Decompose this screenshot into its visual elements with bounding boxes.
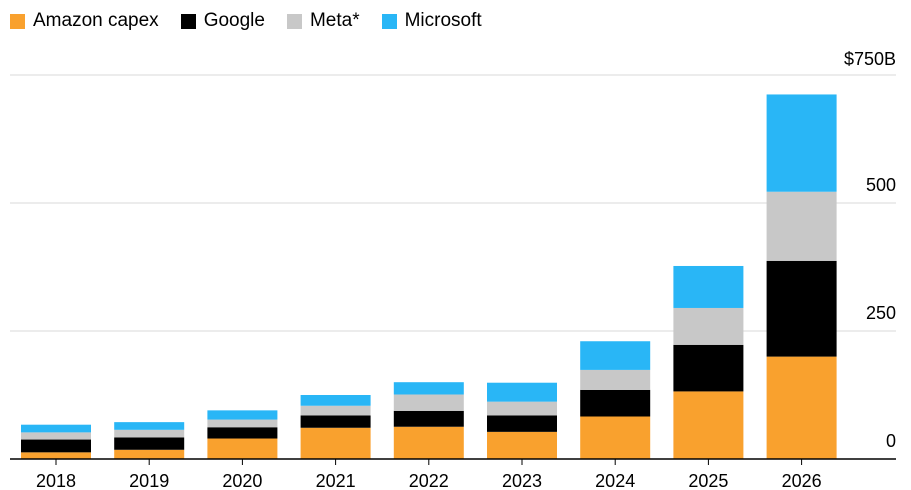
bar-segment bbox=[580, 389, 651, 417]
legend-item: Amazon capex bbox=[10, 8, 159, 34]
bar-segment bbox=[580, 416, 651, 459]
bar-segment bbox=[114, 422, 185, 430]
bar-segment bbox=[673, 344, 744, 392]
y-tick-label: 0 bbox=[886, 431, 896, 451]
chart-legend: Amazon capex Google Meta* Microsoft bbox=[10, 8, 504, 34]
legend-item: Microsoft bbox=[381, 8, 482, 34]
bar-segment bbox=[487, 401, 557, 416]
bar-segment bbox=[766, 356, 837, 459]
x-tick-label: 2025 bbox=[688, 471, 728, 490]
bar-segment bbox=[300, 395, 371, 406]
bar-segment bbox=[21, 424, 91, 433]
bar-segment bbox=[580, 369, 651, 390]
bar-segment bbox=[300, 427, 371, 459]
bar-segment bbox=[300, 405, 371, 416]
legend-swatch bbox=[286, 13, 302, 29]
bar-segment bbox=[580, 341, 651, 370]
bar-segment bbox=[766, 260, 837, 357]
bar-segment bbox=[393, 394, 464, 411]
legend-label: Microsoft bbox=[404, 10, 482, 31]
bar-segment bbox=[21, 452, 91, 459]
bar-segment bbox=[207, 427, 278, 439]
legend-label: Meta* bbox=[309, 10, 360, 31]
x-tick-label: 2026 bbox=[782, 471, 822, 490]
bar-segment bbox=[207, 438, 278, 459]
bar-segment bbox=[114, 429, 185, 438]
bar-segment bbox=[393, 426, 464, 459]
bar-segment bbox=[673, 265, 744, 308]
legend-swatch bbox=[180, 13, 196, 29]
x-tick-label: 2018 bbox=[36, 471, 76, 490]
y-tick-label: 250 bbox=[866, 303, 896, 323]
bar-segment bbox=[21, 432, 91, 440]
legend-label: Amazon capex bbox=[33, 10, 159, 31]
bar-segment bbox=[487, 431, 557, 459]
x-tick-label: 2020 bbox=[222, 471, 262, 490]
bar-segment bbox=[21, 439, 91, 453]
y-tick-label: 500 bbox=[866, 175, 896, 195]
bar-segment bbox=[766, 191, 837, 261]
legend-swatch bbox=[381, 13, 397, 29]
bar-segment bbox=[207, 419, 278, 428]
bar-segment bbox=[673, 307, 744, 345]
y-tick-label: $750B bbox=[844, 49, 896, 69]
legend-item: Meta* bbox=[286, 8, 360, 34]
legend-label: Google bbox=[203, 10, 265, 31]
bar-segment bbox=[487, 382, 557, 402]
x-tick-label: 2024 bbox=[595, 471, 635, 490]
legend-item: Google bbox=[180, 8, 265, 34]
x-tick-label: 2019 bbox=[129, 471, 169, 490]
bar-segment bbox=[114, 437, 185, 450]
bar-segment bbox=[393, 410, 464, 427]
bar-segment bbox=[487, 415, 557, 432]
x-tick-label: 2023 bbox=[502, 471, 542, 490]
bar-segment bbox=[673, 391, 744, 459]
x-tick-label: 2022 bbox=[409, 471, 449, 490]
bar-segment bbox=[300, 415, 371, 428]
x-tick-label: 2021 bbox=[316, 471, 356, 490]
bar-segment bbox=[207, 410, 278, 420]
bar-segment bbox=[393, 382, 464, 395]
bar-segment bbox=[114, 449, 185, 459]
legend-swatch bbox=[10, 13, 25, 29]
bar-segment bbox=[766, 94, 837, 192]
